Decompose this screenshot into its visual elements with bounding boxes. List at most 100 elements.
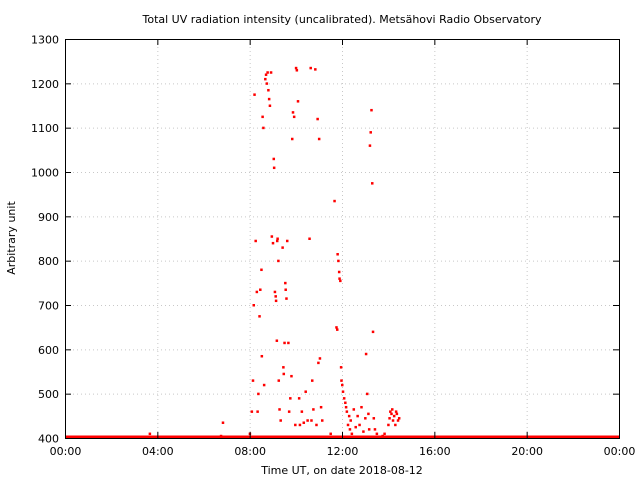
data-point: [344, 405, 348, 409]
data-point: [318, 357, 322, 360]
data-points: [65, 66, 619, 439]
data-point: [319, 405, 323, 409]
data-point: [270, 235, 274, 238]
data-point: [294, 66, 298, 70]
data-point: [310, 379, 314, 382]
data-point: [345, 410, 349, 413]
data-point: [251, 379, 255, 382]
data-point: [349, 419, 352, 422]
data-point: [298, 423, 302, 427]
data-point: [367, 412, 370, 416]
y-tick-label: 1200: [31, 78, 59, 91]
data-point: [392, 414, 396, 418]
data-point: [370, 108, 373, 112]
data-point: [333, 199, 336, 203]
data-point: [294, 423, 297, 427]
data-point: [275, 239, 279, 243]
data-point: [275, 339, 279, 342]
data-point: [283, 341, 286, 345]
data-point: [314, 68, 317, 71]
data-point: [336, 253, 339, 256]
data-point: [396, 419, 400, 422]
data-point: [285, 297, 288, 300]
data-point: [381, 434, 384, 438]
data-point: [317, 361, 320, 365]
data-point: [255, 290, 259, 294]
data-point: [373, 428, 377, 431]
data-point: [309, 66, 312, 70]
data-point: [274, 299, 278, 303]
data-point: [295, 69, 299, 72]
data-point: [256, 410, 259, 413]
data-point: [264, 77, 267, 81]
data-point: [277, 379, 281, 382]
data-point: [269, 71, 273, 74]
data-point: [356, 414, 359, 418]
data-point: [341, 390, 345, 393]
data-point: [282, 372, 286, 376]
data-point: [395, 412, 399, 416]
data-point: [348, 428, 352, 431]
data-point: [383, 432, 386, 436]
x-axis-label: Time UT, on date 2018-08-12: [260, 464, 423, 477]
x-tick-label: 20:00: [511, 445, 543, 458]
data-point: [364, 352, 368, 356]
data-point: [320, 419, 324, 422]
data-point: [368, 144, 372, 147]
data-point: [250, 410, 254, 413]
data-point: [358, 423, 361, 427]
data-point: [268, 104, 272, 107]
data-point: [259, 288, 262, 291]
axis-ticks: [65, 39, 620, 439]
data-point: [371, 330, 375, 334]
data-point: [352, 408, 356, 411]
x-tick-label: 00:00: [604, 445, 636, 458]
data-point: [350, 432, 354, 436]
data-point: [312, 408, 315, 411]
data-point: [367, 428, 371, 431]
data-point: [317, 137, 321, 141]
data-point: [219, 434, 223, 438]
y-tick-label: 1000: [31, 167, 59, 180]
data-point: [278, 408, 281, 411]
data-point: [257, 392, 260, 396]
data-point: [340, 379, 343, 382]
y-tick-labels: 400 500 600 700 800 900 1000 1100 1200 1300: [31, 34, 59, 446]
data-point: [306, 419, 309, 422]
y-tick-label: 1100: [31, 122, 59, 135]
data-point: [339, 279, 342, 283]
data-point: [390, 412, 393, 416]
y-tick-label: 500: [38, 388, 59, 401]
data-point: [282, 366, 285, 369]
data-point: [316, 117, 319, 121]
data-point: [315, 423, 318, 427]
data-point: [335, 328, 339, 331]
data-point: [265, 82, 269, 85]
data-point: [277, 259, 280, 263]
y-tick-label: 700: [38, 300, 59, 313]
data-point: [254, 239, 257, 243]
data-point: [291, 111, 295, 114]
data-point: [347, 414, 351, 418]
data-point: [296, 100, 300, 103]
data-point: [360, 405, 363, 409]
data-point: [366, 392, 369, 396]
data-point: [354, 425, 357, 429]
data-point: [339, 366, 343, 369]
data-point: [329, 432, 332, 436]
data-point: [276, 237, 279, 240]
data-point: [290, 137, 294, 141]
data-point: [372, 417, 376, 420]
data-point: [391, 419, 395, 422]
data-point: [260, 354, 264, 358]
data-point: [287, 341, 290, 345]
data-point: [369, 131, 372, 134]
data-point: [266, 71, 269, 74]
data-point: [271, 241, 275, 245]
data-point: [337, 270, 341, 274]
data-point: [253, 93, 256, 96]
y-tick-label: 1300: [31, 34, 59, 47]
data-point: [335, 326, 338, 329]
data-point: [290, 374, 293, 378]
